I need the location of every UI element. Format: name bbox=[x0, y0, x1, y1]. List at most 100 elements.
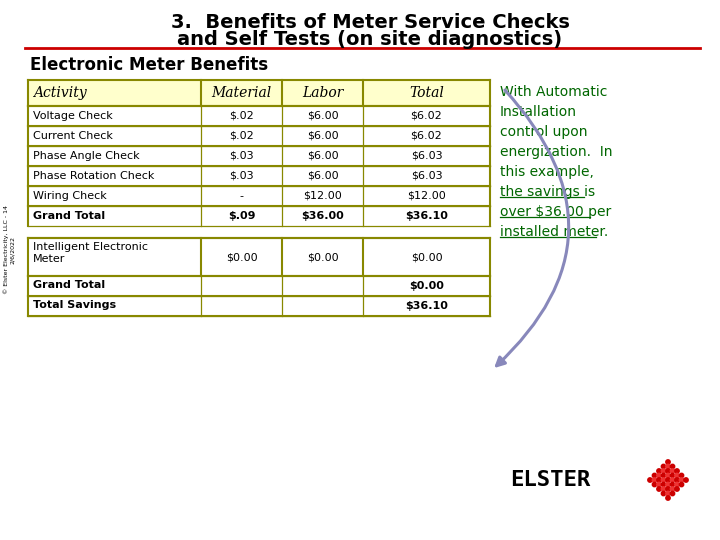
Text: $.03: $.03 bbox=[230, 151, 254, 161]
Text: Phase Rotation Check: Phase Rotation Check bbox=[33, 171, 154, 181]
Text: $36.10: $36.10 bbox=[405, 211, 448, 221]
FancyArrowPatch shape bbox=[497, 90, 569, 366]
Circle shape bbox=[666, 460, 670, 464]
Text: ELSTER: ELSTER bbox=[510, 470, 590, 490]
Text: -: - bbox=[240, 191, 243, 201]
Circle shape bbox=[652, 478, 657, 482]
Text: $.02: $.02 bbox=[229, 111, 254, 121]
Circle shape bbox=[666, 487, 670, 491]
Circle shape bbox=[666, 473, 670, 478]
Text: With Automatic: With Automatic bbox=[500, 85, 608, 99]
Text: over $36.00 per: over $36.00 per bbox=[500, 205, 611, 219]
Circle shape bbox=[657, 487, 661, 491]
Text: Installation: Installation bbox=[500, 105, 577, 119]
Text: © Elster Electricity, LLC - 14
2/6/2022: © Elster Electricity, LLC - 14 2/6/2022 bbox=[4, 206, 14, 294]
Circle shape bbox=[670, 469, 675, 473]
Circle shape bbox=[666, 469, 670, 473]
Bar bbox=[28, 238, 490, 276]
Circle shape bbox=[670, 482, 675, 487]
Circle shape bbox=[684, 478, 688, 482]
Text: $6.00: $6.00 bbox=[307, 151, 338, 161]
Text: $6.00: $6.00 bbox=[307, 171, 338, 181]
Text: Grand Total: Grand Total bbox=[33, 280, 105, 290]
Text: $6.00: $6.00 bbox=[307, 131, 338, 141]
Text: Wiring Check: Wiring Check bbox=[33, 191, 107, 201]
Text: and Self Tests (on site diagnostics): and Self Tests (on site diagnostics) bbox=[177, 30, 562, 49]
Text: $36.10: $36.10 bbox=[405, 301, 448, 311]
Circle shape bbox=[657, 482, 661, 487]
Circle shape bbox=[679, 478, 684, 482]
Circle shape bbox=[648, 478, 652, 482]
Bar bbox=[28, 146, 490, 166]
Text: Material: Material bbox=[212, 86, 272, 100]
Circle shape bbox=[657, 478, 661, 482]
Circle shape bbox=[675, 487, 679, 491]
Circle shape bbox=[666, 478, 670, 482]
Text: control upon: control upon bbox=[500, 125, 588, 139]
Circle shape bbox=[652, 473, 657, 478]
Circle shape bbox=[657, 473, 661, 478]
Text: 3.  Benefits of Meter Service Checks: 3. Benefits of Meter Service Checks bbox=[171, 13, 570, 32]
Circle shape bbox=[679, 473, 684, 478]
Text: energization.  In: energization. In bbox=[500, 145, 613, 159]
Text: $.03: $.03 bbox=[230, 171, 254, 181]
Circle shape bbox=[661, 487, 666, 491]
Circle shape bbox=[661, 482, 666, 487]
Text: Grand Total: Grand Total bbox=[33, 211, 105, 221]
Text: $6.03: $6.03 bbox=[410, 151, 442, 161]
Bar bbox=[28, 186, 490, 206]
Text: Activity: Activity bbox=[33, 86, 86, 100]
Text: $.02: $.02 bbox=[229, 131, 254, 141]
Text: $6.00: $6.00 bbox=[307, 111, 338, 121]
Text: Current Check: Current Check bbox=[33, 131, 113, 141]
Text: Phase Angle Check: Phase Angle Check bbox=[33, 151, 140, 161]
Circle shape bbox=[666, 464, 670, 469]
Bar bbox=[28, 296, 490, 316]
Bar bbox=[28, 80, 490, 106]
Text: $12.00: $12.00 bbox=[303, 191, 342, 201]
Text: this example,: this example, bbox=[500, 165, 594, 179]
Circle shape bbox=[657, 469, 661, 473]
Circle shape bbox=[661, 473, 666, 478]
Circle shape bbox=[670, 487, 675, 491]
Text: $36.00: $36.00 bbox=[301, 211, 344, 221]
Bar bbox=[28, 276, 490, 296]
Text: Intelligent Electronic
Meter: Intelligent Electronic Meter bbox=[33, 242, 148, 264]
Circle shape bbox=[661, 491, 666, 496]
Circle shape bbox=[666, 482, 670, 487]
Circle shape bbox=[670, 473, 675, 478]
Text: installed meter.: installed meter. bbox=[500, 225, 608, 239]
Circle shape bbox=[670, 464, 675, 469]
Bar bbox=[28, 106, 490, 126]
Text: $.09: $.09 bbox=[228, 211, 256, 221]
Circle shape bbox=[670, 478, 675, 482]
Circle shape bbox=[652, 482, 657, 487]
Circle shape bbox=[675, 473, 679, 478]
Text: $0.00: $0.00 bbox=[226, 252, 258, 262]
Circle shape bbox=[675, 469, 679, 473]
Bar bbox=[28, 206, 490, 226]
Text: $6.02: $6.02 bbox=[410, 131, 442, 141]
Bar bbox=[28, 166, 490, 186]
Text: Electronic Meter Benefits: Electronic Meter Benefits bbox=[30, 56, 268, 74]
Text: Total: Total bbox=[409, 86, 444, 100]
Circle shape bbox=[679, 482, 684, 487]
Circle shape bbox=[666, 496, 670, 500]
Text: $6.02: $6.02 bbox=[410, 111, 442, 121]
Text: $0.00: $0.00 bbox=[409, 281, 444, 291]
Text: $0.00: $0.00 bbox=[410, 252, 442, 262]
Text: Voltage Check: Voltage Check bbox=[33, 111, 113, 121]
Text: $12.00: $12.00 bbox=[407, 191, 446, 201]
Text: $0.00: $0.00 bbox=[307, 252, 338, 262]
Bar bbox=[28, 126, 490, 146]
Circle shape bbox=[675, 482, 679, 487]
Circle shape bbox=[670, 491, 675, 496]
Text: Total Savings: Total Savings bbox=[33, 300, 116, 310]
Circle shape bbox=[661, 478, 666, 482]
Circle shape bbox=[661, 469, 666, 473]
Circle shape bbox=[675, 478, 679, 482]
Text: Labor: Labor bbox=[302, 86, 343, 100]
Text: $6.03: $6.03 bbox=[410, 171, 442, 181]
Text: the savings is: the savings is bbox=[500, 185, 595, 199]
Circle shape bbox=[661, 464, 666, 469]
